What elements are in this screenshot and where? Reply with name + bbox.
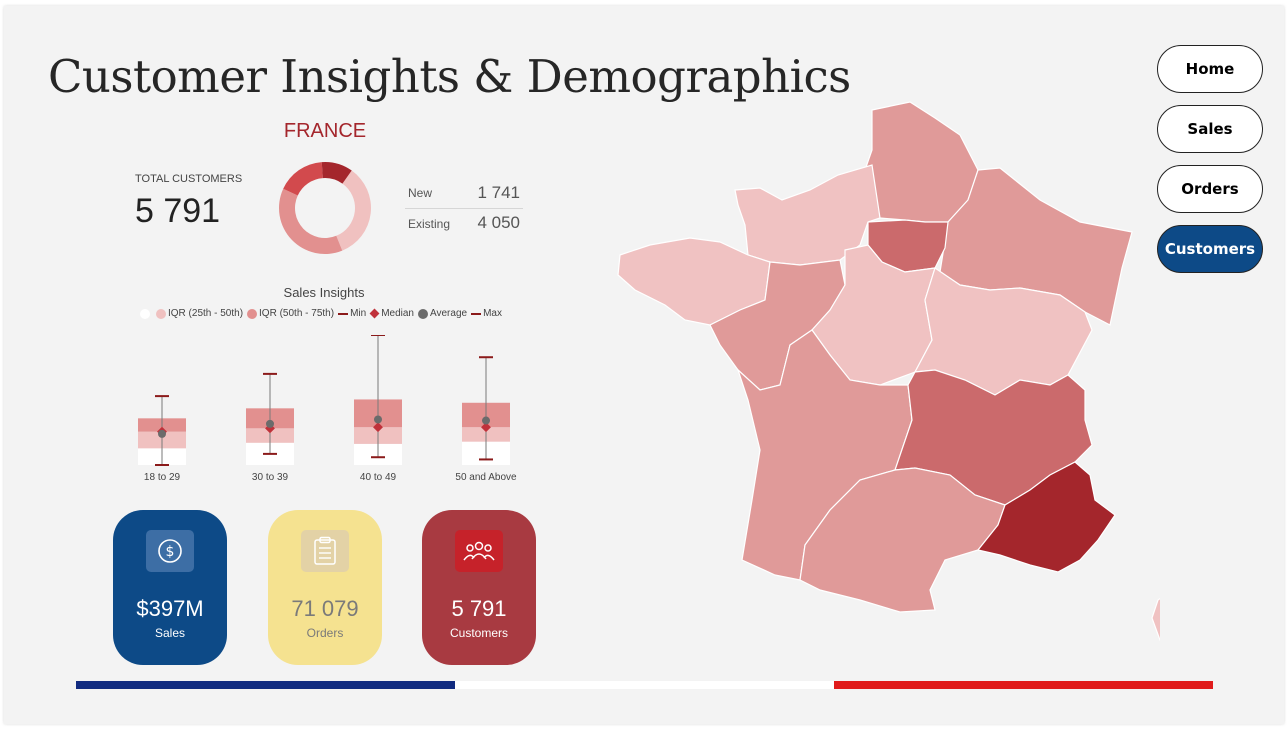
legend-median-swatch <box>369 308 380 319</box>
box-category-label: 40 to 49 <box>360 472 397 483</box>
region-normandie[interactable] <box>734 164 881 266</box>
existing-value: 4 050 <box>477 213 520 232</box>
legend-min-swatch <box>338 312 349 315</box>
kpi-orders-label: Orders <box>306 626 344 640</box>
sales-insights-boxplot: 18 to 29 30 to 39 40 to 49 50 and Above <box>138 335 517 483</box>
legend-iqr-low: IQR (25th - 50th) <box>156 308 243 319</box>
kpi-card-orders[interactable]: 71 079 Orders <box>268 510 382 665</box>
kpi-customers-value: 5 791 <box>451 596 507 621</box>
country-label: FRANCE <box>283 120 367 142</box>
box-category-label: 50 and Above <box>455 472 517 483</box>
existing-label: Existing <box>408 217 451 231</box>
box-category-label: 18 to 29 <box>144 472 181 483</box>
flag-stripe-blue <box>76 681 455 689</box>
box-average-marker <box>374 415 382 424</box>
nav-customers-button[interactable]: Customers <box>1157 225 1263 273</box>
region-corse[interactable] <box>1151 578 1160 660</box>
donut-segment <box>321 162 352 184</box>
legend-max-swatch <box>471 312 482 315</box>
legend-max-label: Max <box>483 308 502 319</box>
nav-sales-button[interactable]: Sales <box>1157 105 1263 153</box>
kpi-sales-label: Sales <box>154 626 186 640</box>
box-category-label: 30 to 39 <box>252 472 289 483</box>
nav-home-button[interactable]: Home <box>1157 45 1263 93</box>
legend-iqr-high: IQR (50th - 75th) <box>247 308 334 319</box>
new-label: New <box>408 186 433 200</box>
flag-stripe-red <box>834 681 1213 689</box>
legend-iqr-high-label: IQR (50th - 75th) <box>259 308 335 319</box>
split-divider <box>405 208 523 209</box>
new-value: 1 741 <box>477 183 520 202</box>
clipboard-icon <box>301 530 349 572</box>
donut-segment <box>279 188 343 254</box>
legend-average-swatch <box>418 308 428 319</box>
kpi-customers-label: Customers <box>449 626 508 640</box>
people-icon <box>455 530 503 572</box>
dollar-icon: $ <box>146 530 194 572</box>
legend-median-label: Median <box>381 308 414 319</box>
donut-segment <box>283 162 323 196</box>
sales-insights-legend: IQR (25th - 50th) IQR (50th - 75th) Min … <box>140 308 506 319</box>
legend-base-swatch <box>140 308 150 319</box>
legend-min-label: Min <box>350 308 367 319</box>
box-average-marker <box>266 419 274 428</box>
kpi-sales-value: $397M <box>136 596 204 621</box>
legend-average-label: Average <box>430 308 468 319</box>
legend-iqr-low-label: IQR (25th - 50th) <box>168 308 244 319</box>
total-customers-label: TOTAL CUSTOMERS <box>135 173 243 185</box>
region-hauts-de-france[interactable] <box>864 101 979 223</box>
box-average-marker <box>158 429 166 438</box>
legend-max: Max <box>471 308 502 319</box>
legend-min: Min <box>338 308 366 319</box>
legend-base <box>140 308 152 319</box>
sales-insights-title: Sales Insights <box>283 285 365 300</box>
svg-text:$: $ <box>166 544 175 560</box>
legend-iqr-high-swatch <box>247 308 258 319</box>
nav-orders-button[interactable]: Orders <box>1157 165 1263 213</box>
kpi-card-sales[interactable]: $ $397M Sales <box>113 510 227 665</box>
france-region-map <box>617 101 1160 660</box>
kpi-orders-value: 71 079 <box>291 596 359 621</box>
page-title: Customer Insights & Demographics <box>48 50 851 103</box>
total-customers-value: 5 791 <box>135 192 221 230</box>
legend-median: Median <box>369 308 414 319</box>
legend-average: Average <box>418 308 467 319</box>
donut-segment <box>336 170 371 251</box>
legend-iqr-low-swatch <box>156 308 166 319</box>
kpi-card-customers[interactable]: 5 791 Customers <box>422 510 536 665</box>
flag-stripe-white <box>455 681 834 689</box>
region-provence-alpes-cote-dazur[interactable] <box>976 461 1116 573</box>
customer-donut-chart <box>279 162 371 254</box>
box-average-marker <box>482 416 490 425</box>
